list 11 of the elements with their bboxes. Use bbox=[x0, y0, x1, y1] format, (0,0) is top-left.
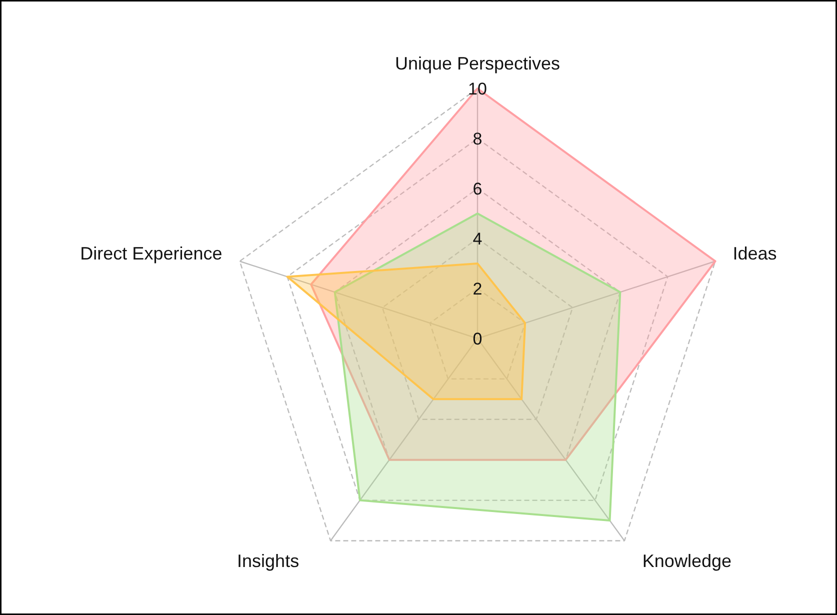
y-tick-label: 0 bbox=[472, 330, 482, 348]
y-tick-label: 6 bbox=[472, 180, 482, 198]
spoke-label: Insights bbox=[237, 550, 300, 571]
spoke-label: Direct Experience bbox=[80, 244, 222, 264]
y-tick-label: 8 bbox=[472, 130, 482, 148]
y-tick-label: 2 bbox=[472, 280, 482, 298]
spoke-label: Knowledge bbox=[642, 550, 732, 571]
spoke-label: Unique Perspectives bbox=[394, 54, 560, 74]
y-tick-label: 10 bbox=[468, 80, 487, 98]
y-tick-label: 4 bbox=[472, 230, 482, 248]
spoke-label: Ideas bbox=[732, 244, 777, 264]
